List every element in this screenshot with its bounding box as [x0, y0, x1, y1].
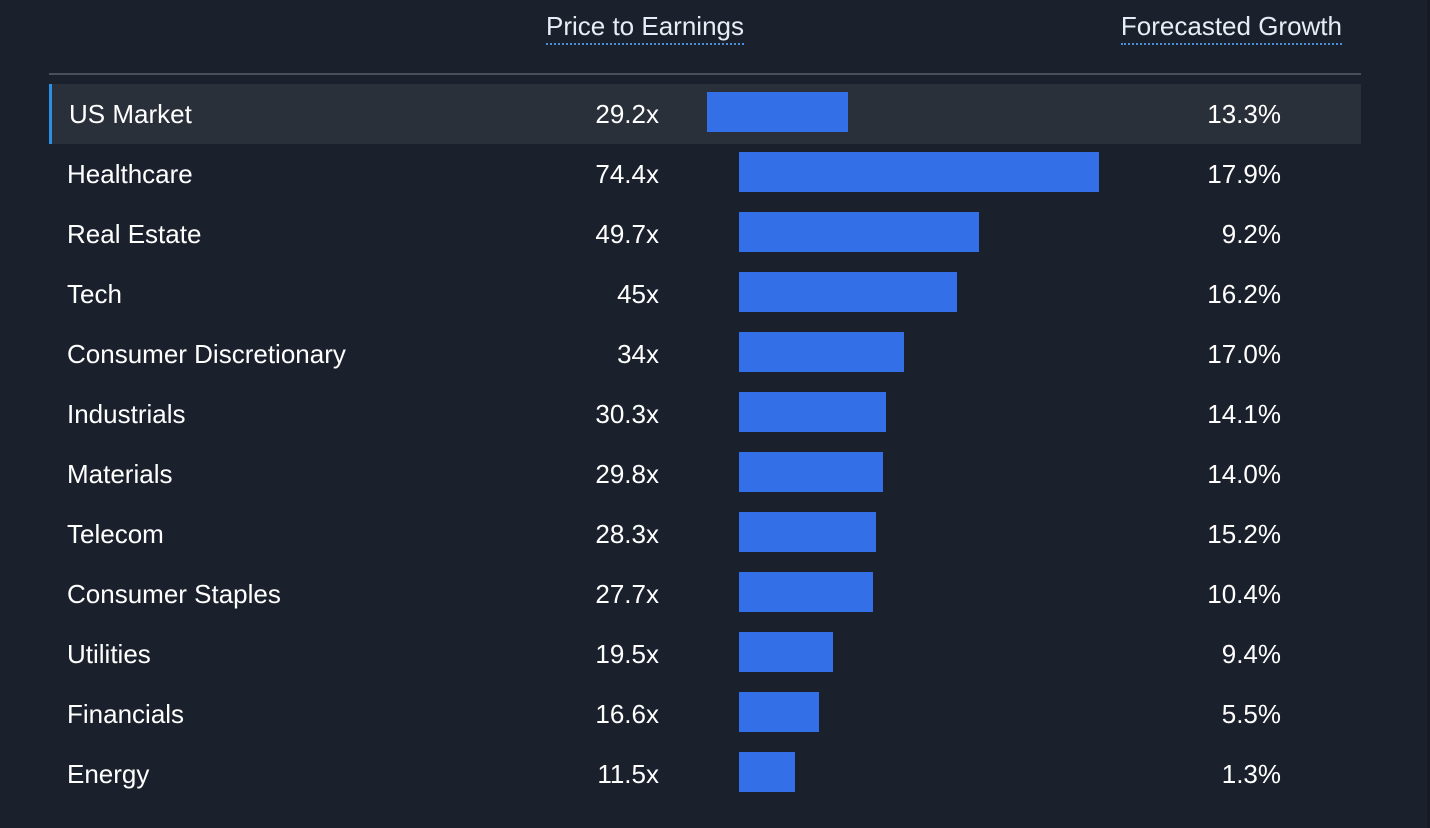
- pe-bar-materials: [739, 452, 883, 492]
- pe-bar-financials: [739, 692, 819, 732]
- growth-column-header[interactable]: Forecasted Growth: [1120, 10, 1342, 45]
- pe-value-label: 30.3x: [595, 399, 659, 429]
- pe-bar-telecom: [739, 512, 876, 552]
- pe-bar-energy: [739, 752, 795, 792]
- chart-row-industrials[interactable]: Industrials 30.3x 14.1%: [49, 384, 1361, 444]
- chart-row-tech[interactable]: Tech 45x 16.2%: [49, 264, 1361, 324]
- pe-bar-consumer-discretionary: [739, 332, 904, 372]
- pe-bar-utilities: [739, 632, 833, 672]
- growth-value-label: 17.0%: [1207, 339, 1281, 369]
- pe-bar-healthcare: [739, 152, 1099, 192]
- pe-value-label: 29.8x: [595, 459, 659, 489]
- pe-value-label: 16.6x: [595, 699, 659, 729]
- chart-row-materials[interactable]: Materials 29.8x 14.0%: [49, 444, 1361, 504]
- chart-row-consumer-staples[interactable]: Consumer Staples 27.7x 10.4%: [49, 564, 1361, 624]
- growth-value-label: 17.9%: [1207, 159, 1281, 189]
- chart-row-us-market[interactable]: US Market 29.2x 13.3%: [49, 84, 1361, 144]
- chart-row-consumer-discretionary[interactable]: Consumer Discretionary 34x 17.0%: [49, 324, 1361, 384]
- growth-value-label: 14.1%: [1207, 399, 1281, 429]
- pe-bar-consumer-staples: [739, 572, 873, 612]
- growth-value-label: 9.2%: [1221, 219, 1281, 249]
- pe-bar-real-estate: [739, 212, 979, 252]
- sector-comparison-chart: US Market 29.2x 13.3% Healthcare 74.4x 17.9% R…: [49, 84, 1361, 804]
- chart-row-healthcare[interactable]: Healthcare 74.4x 17.9%: [49, 144, 1361, 204]
- chart-row-telecom[interactable]: Telecom 28.3x 15.2%: [49, 504, 1361, 564]
- pe-value-label: 19.5x: [595, 639, 659, 669]
- growth-value-label: 14.0%: [1207, 459, 1281, 489]
- pe-bar-industrials: [739, 392, 886, 432]
- pe-value-label: 74.4x: [595, 159, 659, 189]
- category-label: Consumer Discretionary: [67, 339, 346, 369]
- pe-value-label: 28.3x: [595, 519, 659, 549]
- growth-value-label: 1.3%: [1221, 759, 1281, 789]
- pe-value-label: 29.2x: [595, 99, 659, 129]
- category-label: Telecom: [67, 519, 164, 549]
- category-label: Tech: [67, 279, 122, 309]
- category-label: Consumer Staples: [67, 579, 281, 609]
- chart-row-financials[interactable]: Financials 16.6x 5.5%: [49, 684, 1361, 744]
- chart-row-real-estate[interactable]: Real Estate 49.7x 9.2%: [49, 204, 1361, 264]
- category-label: Real Estate: [67, 219, 202, 249]
- growth-value-label: 5.5%: [1221, 699, 1281, 729]
- pe-value-label: 34x: [617, 339, 659, 369]
- category-label: Healthcare: [67, 159, 193, 189]
- pe-value-label: 27.7x: [595, 579, 659, 609]
- growth-value-label: 9.4%: [1221, 639, 1281, 669]
- growth-value-label: 13.3%: [1207, 99, 1281, 129]
- pe-value-label: 49.7x: [595, 219, 659, 249]
- pe-column-header[interactable]: Price to Earnings: [546, 10, 744, 45]
- header-divider: [49, 73, 1361, 75]
- chart-row-utilities[interactable]: Utilities 19.5x 9.4%: [49, 624, 1361, 684]
- pe-bar-tech: [739, 272, 957, 312]
- category-label: Materials: [67, 459, 173, 489]
- category-label: Industrials: [67, 399, 186, 429]
- pe-value-label: 11.5x: [597, 759, 659, 789]
- pe-value-label: 45x: [617, 279, 659, 309]
- pe-bar-us-market: [707, 92, 848, 132]
- category-label: Energy: [67, 759, 150, 789]
- growth-value-label: 10.4%: [1207, 579, 1281, 609]
- growth-value-label: 16.2%: [1207, 279, 1281, 309]
- growth-value-label: 15.2%: [1207, 519, 1281, 549]
- right-edge-strip: [1427, 0, 1430, 828]
- chart-row-energy[interactable]: Energy 11.5x 1.3%: [49, 744, 1361, 804]
- category-label: US Market: [69, 99, 192, 129]
- category-label: Utilities: [67, 639, 151, 669]
- category-label: Financials: [67, 699, 185, 729]
